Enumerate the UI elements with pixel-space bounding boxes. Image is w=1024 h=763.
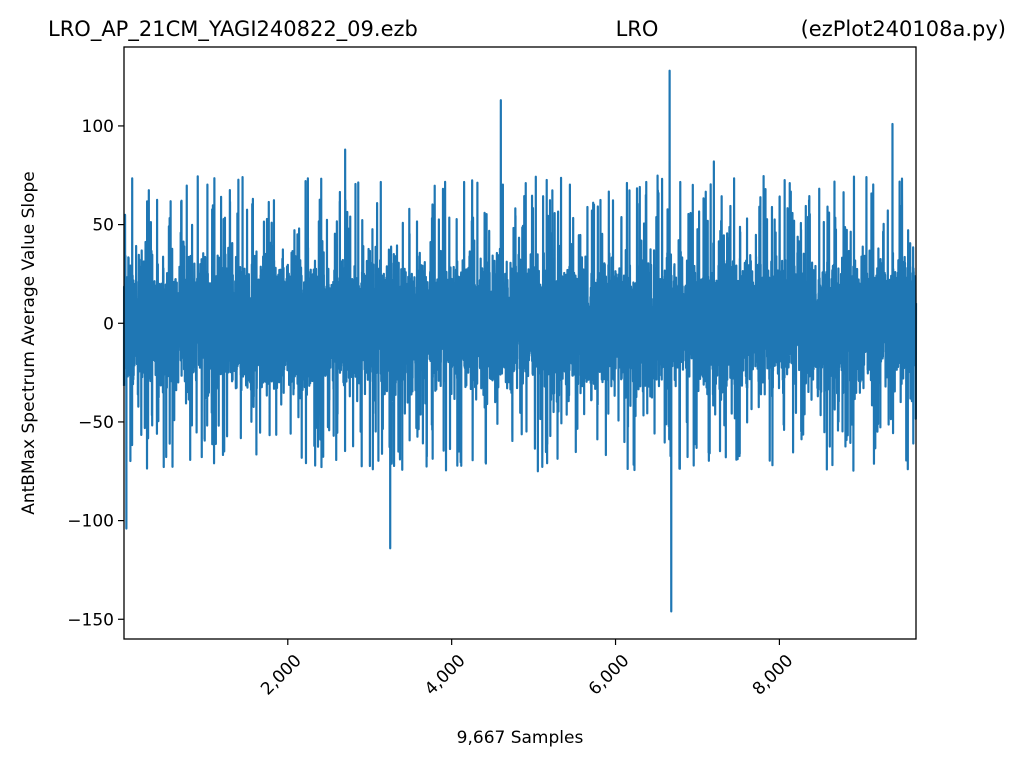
x-axis-label: 9,667 Samples	[457, 728, 584, 748]
y-tick-label: −50	[78, 413, 114, 433]
x-tick-label: 6,000	[585, 651, 634, 700]
plot-frame	[123, 46, 917, 640]
y-tick-label: −150	[67, 610, 114, 630]
x-tick-label: 2,000	[257, 651, 306, 700]
x-axis: 2,000 4,000 6,000 8,000	[257, 639, 797, 699]
y-tick-label: 100	[82, 117, 114, 137]
y-tick-label: 0	[103, 314, 114, 334]
chart-title-center: LRO	[616, 17, 659, 41]
y-axis: 100 50 0 −50 −100 −150	[67, 117, 124, 630]
series-layer	[122, 69, 918, 613]
x-tick-label: 4,000	[421, 651, 470, 700]
chart-title-left: LRO_AP_21CM_YAGI240822_09.ezb	[48, 17, 418, 42]
y-axis-label: AntBMax Spectrum Average Value Slope	[19, 171, 39, 515]
series-line	[122, 69, 918, 613]
x-tick-label: 8,000	[749, 651, 798, 700]
chart-title-right: (ezPlot240108a.py)	[801, 17, 1006, 41]
y-tick-label: −100	[67, 512, 114, 532]
y-tick-label: 50	[92, 216, 114, 236]
